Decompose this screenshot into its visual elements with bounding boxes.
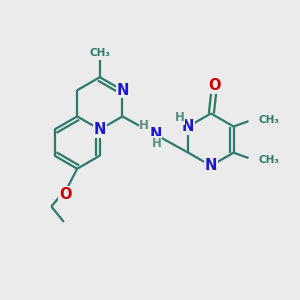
Text: CH₃: CH₃ bbox=[259, 115, 280, 125]
Text: O: O bbox=[59, 187, 71, 202]
Text: H: H bbox=[175, 111, 185, 124]
Text: H: H bbox=[139, 119, 149, 132]
Text: H: H bbox=[152, 137, 162, 150]
Text: CH₃: CH₃ bbox=[89, 48, 110, 59]
Text: O: O bbox=[208, 78, 221, 93]
Text: N: N bbox=[182, 119, 194, 134]
Text: CH₃: CH₃ bbox=[259, 154, 280, 164]
Text: N: N bbox=[205, 158, 217, 173]
Text: N: N bbox=[116, 83, 129, 98]
Text: N: N bbox=[94, 122, 106, 137]
Text: N: N bbox=[149, 127, 162, 142]
